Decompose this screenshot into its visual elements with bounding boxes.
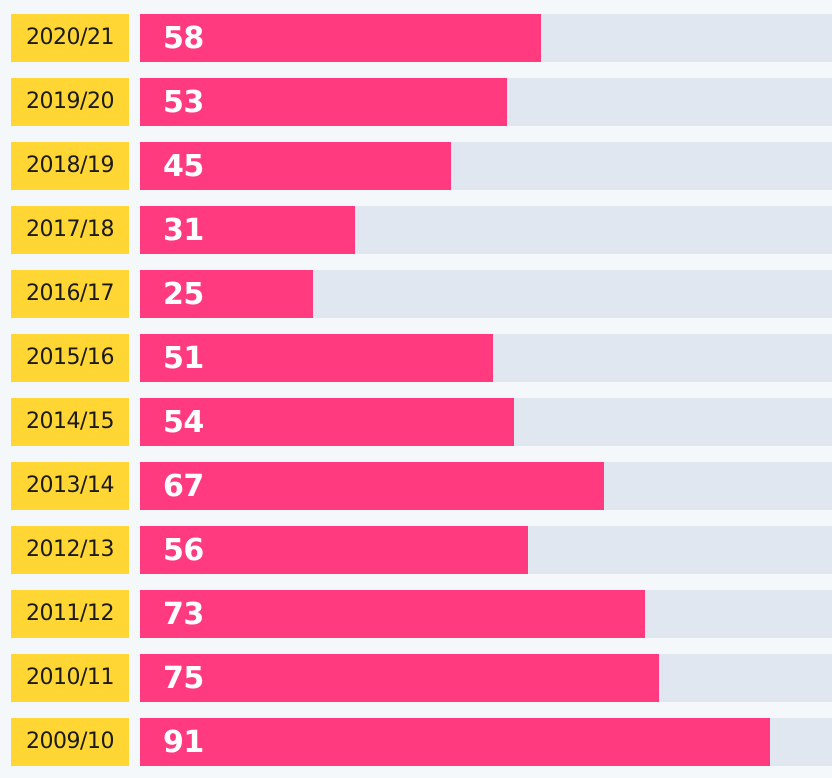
value-label: 73 (163, 597, 204, 632)
bar-row: 2012/13 56 (0, 526, 832, 574)
bar-row: 2018/19 45 (0, 142, 832, 190)
category-label: 2011/12 (11, 590, 129, 638)
value-label: 45 (163, 149, 204, 184)
category-label: 2018/19 (11, 142, 129, 190)
bar-track: 58 (140, 14, 832, 62)
bar (140, 270, 313, 318)
bar-track: 25 (140, 270, 832, 318)
bar-row: 2013/14 67 (0, 462, 832, 510)
bar (140, 462, 604, 510)
bar (140, 206, 355, 254)
bar (140, 718, 770, 766)
value-label: 67 (163, 469, 204, 504)
category-label: 2015/16 (11, 334, 129, 382)
value-label: 58 (163, 21, 204, 56)
bar-row: 2019/20 53 (0, 78, 832, 126)
bar (140, 78, 507, 126)
bar (140, 654, 659, 702)
value-label: 53 (163, 85, 204, 120)
bar-row: 2020/21 58 (0, 14, 832, 62)
bar-row: 2014/15 54 (0, 398, 832, 446)
bar-row: 2010/11 75 (0, 654, 832, 702)
category-label: 2013/14 (11, 462, 129, 510)
category-label: 2017/18 (11, 206, 129, 254)
category-label: 2009/10 (11, 718, 129, 766)
bar-track: 53 (140, 78, 832, 126)
value-label: 51 (163, 341, 204, 376)
bar-track: 91 (140, 718, 832, 766)
bar-row: 2016/17 25 (0, 270, 832, 318)
bar (140, 398, 514, 446)
bar-track: 73 (140, 590, 832, 638)
bar-row: 2009/10 91 (0, 718, 832, 766)
bar-row: 2017/18 31 (0, 206, 832, 254)
bar-track: 75 (140, 654, 832, 702)
category-label: 2019/20 (11, 78, 129, 126)
bar-row: 2015/16 51 (0, 334, 832, 382)
value-label: 75 (163, 661, 204, 696)
bar-track: 54 (140, 398, 832, 446)
value-label: 54 (163, 405, 204, 440)
bar (140, 334, 493, 382)
bar-track: 56 (140, 526, 832, 574)
bar (140, 14, 542, 62)
bar (140, 142, 452, 190)
bar-track: 51 (140, 334, 832, 382)
category-label: 2010/11 (11, 654, 129, 702)
value-label: 31 (163, 213, 204, 248)
category-label: 2012/13 (11, 526, 129, 574)
value-label: 56 (163, 533, 204, 568)
category-label: 2020/21 (11, 14, 129, 62)
bar-track: 45 (140, 142, 832, 190)
bar-track: 67 (140, 462, 832, 510)
bar-track: 31 (140, 206, 832, 254)
value-label: 25 (163, 277, 204, 312)
value-label: 91 (163, 725, 204, 760)
bar (140, 526, 528, 574)
bar (140, 590, 646, 638)
category-label: 2016/17 (11, 270, 129, 318)
category-label: 2014/15 (11, 398, 129, 446)
bar-row: 2011/12 73 (0, 590, 832, 638)
